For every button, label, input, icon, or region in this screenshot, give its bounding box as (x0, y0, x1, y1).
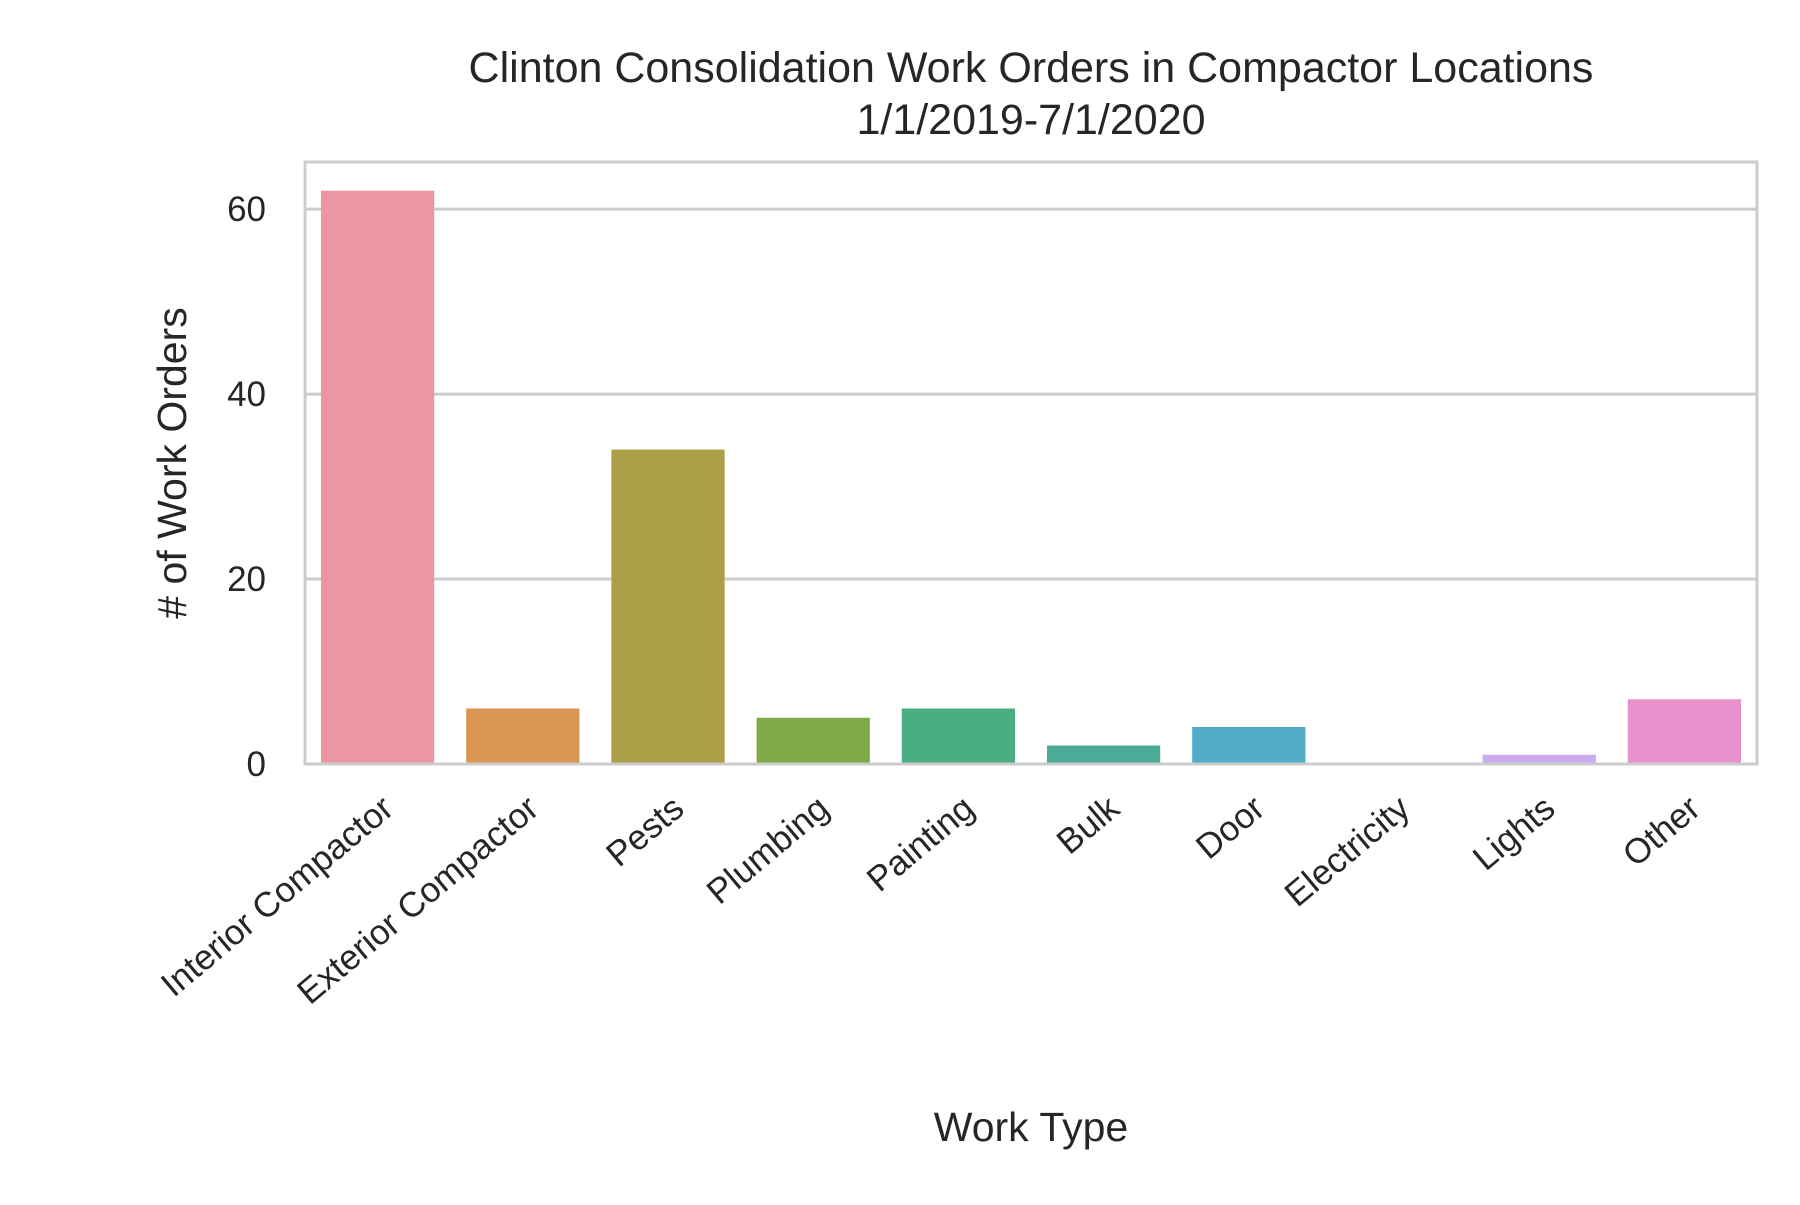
chart-title-line-1: Clinton Consolidation Work Orders in Com… (469, 44, 1594, 92)
bar-other (1627, 699, 1742, 764)
y-tick-label-40: 40 (227, 375, 266, 414)
plot-frame (303, 160, 1759, 766)
x-tick-label-other: Other (1615, 788, 1707, 874)
x-tick-label-exterior-compactor: Exterior Compactor (290, 788, 546, 1012)
bar-painting (901, 708, 1016, 764)
x-tick-label-interior-compactor: Interior Compactor (154, 788, 401, 1004)
x-axis-label: Work Type (934, 1104, 1128, 1150)
x-tick-label-lights: Lights (1466, 788, 1563, 878)
bar-plumbing (756, 717, 870, 764)
bar-interior-compactor (320, 190, 435, 764)
y-tick-label-60: 60 (227, 190, 266, 229)
x-tick-label-pests: Pests (599, 788, 691, 874)
x-tick-label-bulk: Bulk (1050, 788, 1128, 862)
x-tick-label-plumbing: Plumbing (699, 788, 836, 912)
x-tick-label-painting: Painting (860, 788, 982, 899)
y-tick-label-20: 20 (227, 560, 266, 599)
bar-pests (611, 449, 725, 764)
y-tick-label-0: 0 (247, 745, 266, 784)
chart-title-line-2: 1/1/2019-7/1/2020 (856, 96, 1205, 144)
bar-bulk (1046, 745, 1161, 764)
bar-door (1192, 727, 1306, 764)
x-tick-label-electricity: Electricity (1277, 788, 1417, 914)
bar-lights (1482, 754, 1596, 764)
y-tick-labels: 0 20 40 60 (227, 190, 266, 784)
gridlines (305, 207, 1757, 766)
bar-exterior-compactor (466, 708, 580, 764)
x-tick-label-door: Door (1189, 788, 1272, 867)
y-axis-label: # of Work Orders (149, 307, 195, 618)
bars (320, 190, 1742, 764)
